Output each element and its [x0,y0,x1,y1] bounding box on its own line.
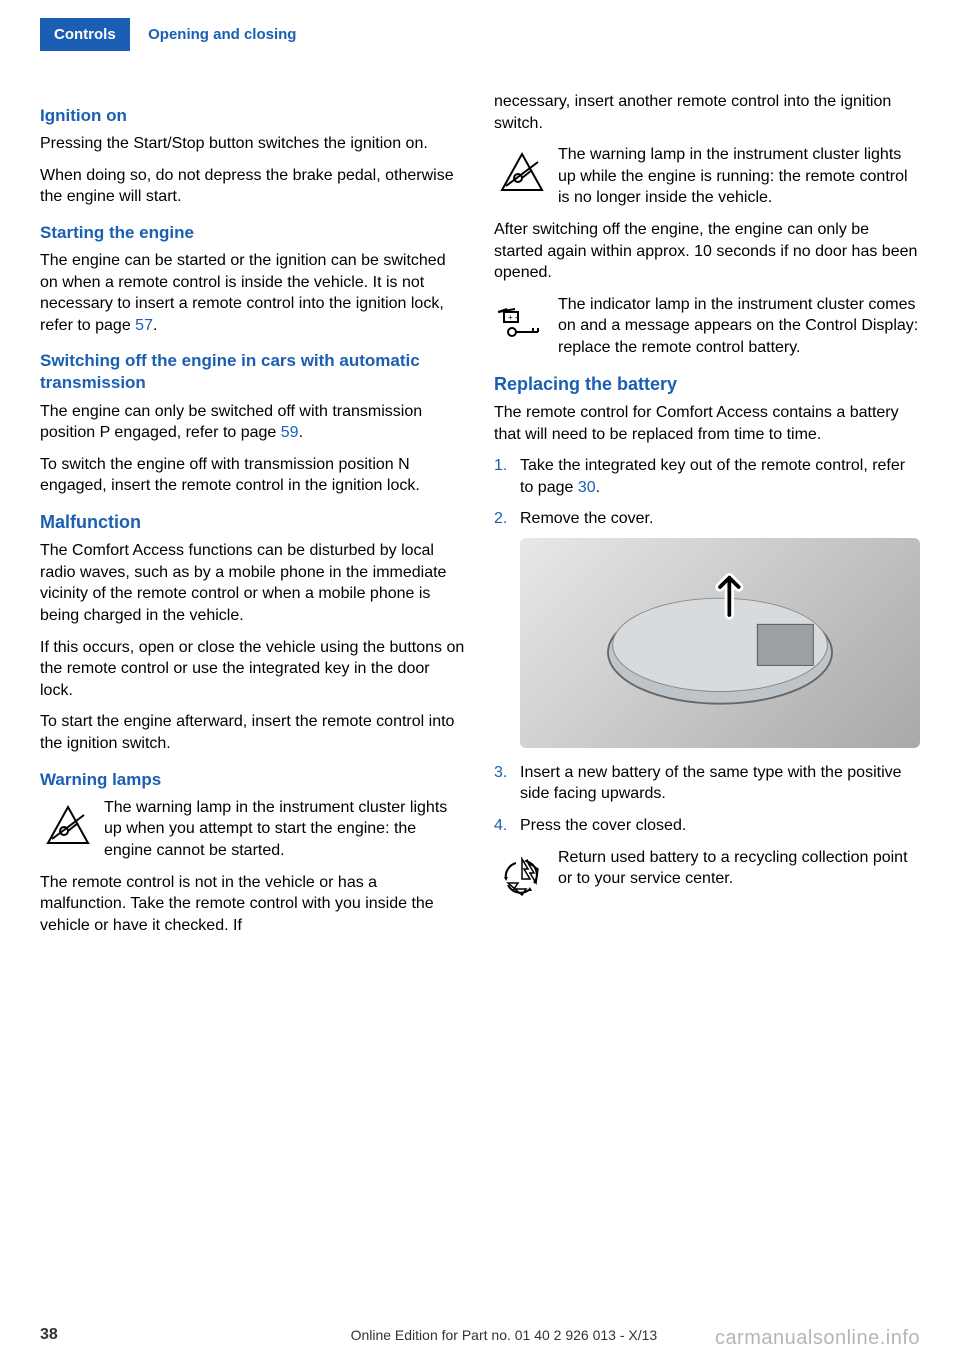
para-warn-icon2: The warning lamp in the instrument clust… [494,144,920,209]
step-4: Press the cover closed. [494,815,920,837]
para-after: After switching off the engine, the engi… [494,219,920,284]
para-starting-text: The engine can be started or the ignitio… [40,252,446,334]
header-bar: Controls Opening and closing [0,0,960,61]
para-malf-3: To start the engine afterward, insert th… [40,711,466,754]
para-starting-end: . [153,317,157,334]
header-controls-badge: Controls [40,18,130,51]
battery-steps-list: Take the integrated key out of the remot… [494,455,920,837]
warning-lamp-block-1: The warning lamp in the instrument clust… [40,797,466,862]
step-3-text: Insert a new battery of the same type wi… [520,764,902,803]
heading-malfunction: Malfunction [40,511,466,534]
step-4-text: Press the cover closed. [520,817,686,834]
step-1: Take the integrated key out of the remot… [494,455,920,498]
step-2-text: Remove the cover. [520,510,653,527]
battery-key-icon: + - [494,297,550,347]
para-malf-2: If this occurs, open or close the vehicl… [40,637,466,702]
para-recycle: Return used battery to a recycling colle… [494,847,920,890]
edition-text: Online Edition for Part no. 01 40 2 926 … [351,1327,658,1343]
para-malf-1: The Comfort Access functions can be dist… [40,540,466,626]
heading-starting-engine: Starting the engine [40,222,466,244]
header-section-title: Opening and closing [134,18,310,51]
left-column: Ignition on Pressing the Start/Stop butt… [40,91,466,946]
step-2: Remove the cover. [494,508,920,748]
para-switching-1: The engine can only be switched off with… [40,401,466,444]
watermark: carmanualsonline.info [715,1327,920,1350]
page-ref-57[interactable]: 57 [135,317,153,334]
para-switching-2: To switch the engine off with transmissi… [40,454,466,497]
page-number: 38 [40,1326,58,1344]
step-3: Insert a new battery of the same type wi… [494,762,920,805]
indicator-lamp-block: + - The indicator lamp in the instrument… [494,294,920,359]
heading-ignition-on: Ignition on [40,105,466,127]
page-ref-59[interactable]: 59 [281,424,299,441]
heading-replacing-battery: Replacing the battery [494,373,920,396]
recycle-block: Return used battery to a recycling colle… [494,847,920,900]
warning-lamp-block-2: The warning lamp in the instrument clust… [494,144,920,209]
heading-warning-lamps: Warning lamps [40,769,466,791]
para-ignition-1: Pressing the Start/Stop button switches … [40,133,466,155]
para-warn-icon: The warning lamp in the instrument clust… [40,797,466,862]
recycle-icon [494,850,550,900]
para-ignition-2: When doing so, do not depress the brake … [40,165,466,208]
key-warning-icon [40,800,96,850]
para-warn-2: The remote control is not in the vehicle… [40,872,466,937]
heading-switching-off: Switching off the engine in cars with au… [40,350,466,394]
svg-text:+ -: + - [508,313,518,322]
para-switching-1b: . [299,424,303,441]
content-columns: Ignition on Pressing the Start/Stop butt… [0,61,960,946]
para-indicator: The indicator lamp in the instrument clu… [494,294,920,359]
para-cont: necessary, insert another remote control… [494,91,920,134]
right-column: necessary, insert another remote control… [494,91,920,946]
para-switching-1a: The engine can only be switched off with… [40,403,422,442]
key-warning-icon-2 [494,147,550,197]
page-ref-30[interactable]: 30 [578,479,596,496]
remote-cover-figure [520,538,920,748]
para-starting: The engine can be started or the ignitio… [40,250,466,336]
para-replacing: The remote control for Comfort Access co… [494,402,920,445]
step-1-text-b: . [596,479,600,496]
